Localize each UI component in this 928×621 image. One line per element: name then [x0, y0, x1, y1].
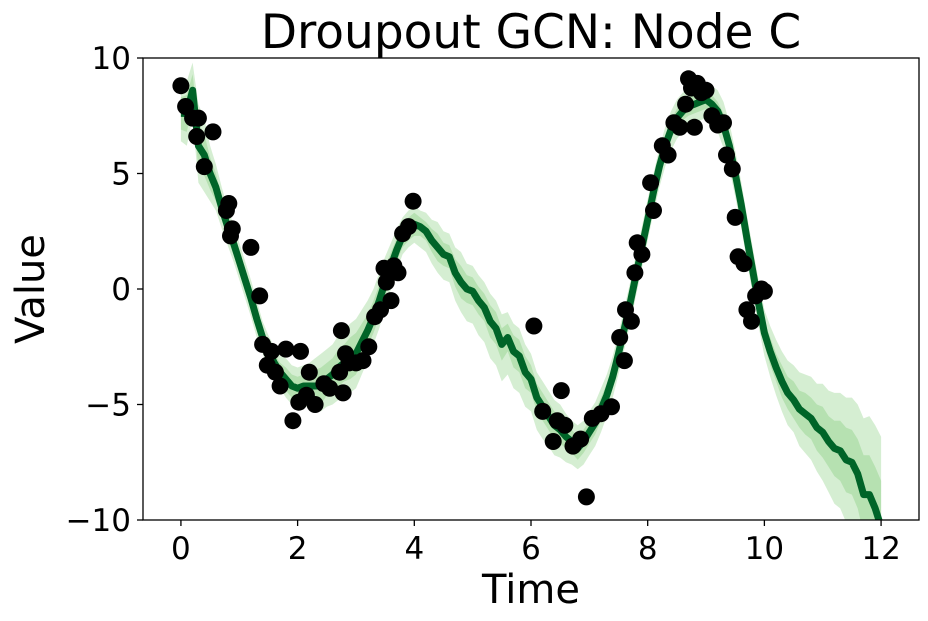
mean-prediction-layer [180, 86, 883, 520]
observed-point [300, 363, 318, 381]
observed-point [195, 158, 213, 176]
y-tick-label: 10 [92, 41, 131, 77]
observed-point [292, 342, 309, 360]
y-tick-label: −5 [85, 388, 131, 424]
observed-point [626, 264, 644, 282]
observed-point [677, 95, 695, 113]
observed-point [220, 195, 238, 212]
observed-point [735, 255, 753, 273]
observed-point [685, 118, 703, 136]
observed-point [611, 329, 629, 346]
observed-points-layer [172, 70, 773, 506]
observed-point [645, 202, 662, 219]
observed-point [266, 363, 284, 381]
x-tick-label: 6 [521, 531, 541, 567]
observed-point [642, 174, 660, 192]
observed-point [306, 396, 324, 413]
y-tick-label: 5 [111, 157, 131, 193]
observed-point [389, 264, 407, 282]
x-tick-label: 10 [745, 531, 784, 567]
observed-point [633, 245, 651, 263]
observed-point [172, 77, 190, 95]
observed-point [251, 287, 269, 305]
observed-point [242, 238, 260, 256]
x-axis-ticks: 0 2 4 6 8 10 12 [171, 520, 901, 567]
x-tick-label: 12 [861, 531, 900, 567]
observed-point [525, 317, 543, 335]
observed-point [718, 146, 735, 164]
observed-point [321, 379, 339, 397]
x-tick-label: 4 [404, 531, 424, 567]
observed-point [377, 273, 395, 291]
observed-point [659, 146, 677, 164]
x-axis-title: Time [481, 567, 580, 613]
observed-point [556, 416, 574, 434]
observed-point [277, 340, 295, 358]
observed-point [354, 352, 372, 370]
observed-point [382, 292, 400, 310]
x-tick-label: 0 [171, 531, 191, 567]
observed-point [622, 312, 640, 330]
observed-point [360, 338, 378, 356]
observed-point [697, 81, 715, 99]
observed-point [743, 312, 760, 330]
observed-point [544, 433, 562, 450]
observed-point [577, 488, 595, 506]
observed-point [188, 128, 206, 145]
observed-point [284, 412, 302, 430]
observed-point [400, 218, 417, 236]
observed-point [723, 160, 741, 178]
y-tick-label: 0 [111, 272, 131, 308]
observed-point [404, 192, 422, 210]
chart-title: Droupout GCN: Node C [261, 5, 801, 60]
observed-point [615, 352, 633, 370]
x-tick-label: 2 [288, 531, 308, 567]
observed-point [755, 282, 773, 300]
observed-point [715, 114, 732, 132]
observed-point [671, 118, 689, 136]
observed-point [223, 220, 241, 238]
observed-point [332, 322, 350, 340]
observed-point [204, 123, 222, 141]
observed-point [726, 208, 744, 226]
y-axis-title: Value [8, 234, 54, 344]
observed-point [572, 430, 590, 448]
y-tick-label: −10 [66, 503, 131, 539]
observed-point [334, 384, 352, 402]
observed-point [534, 402, 552, 420]
observed-point [603, 398, 620, 416]
observed-point [552, 382, 570, 400]
observed-point [262, 342, 280, 360]
observed-point [189, 109, 207, 127]
observed-point [271, 377, 289, 395]
mean-prediction-line [180, 86, 883, 520]
y-axis-ticks: −10 −5 0 5 10 [66, 41, 143, 539]
x-tick-label: 8 [638, 531, 658, 567]
